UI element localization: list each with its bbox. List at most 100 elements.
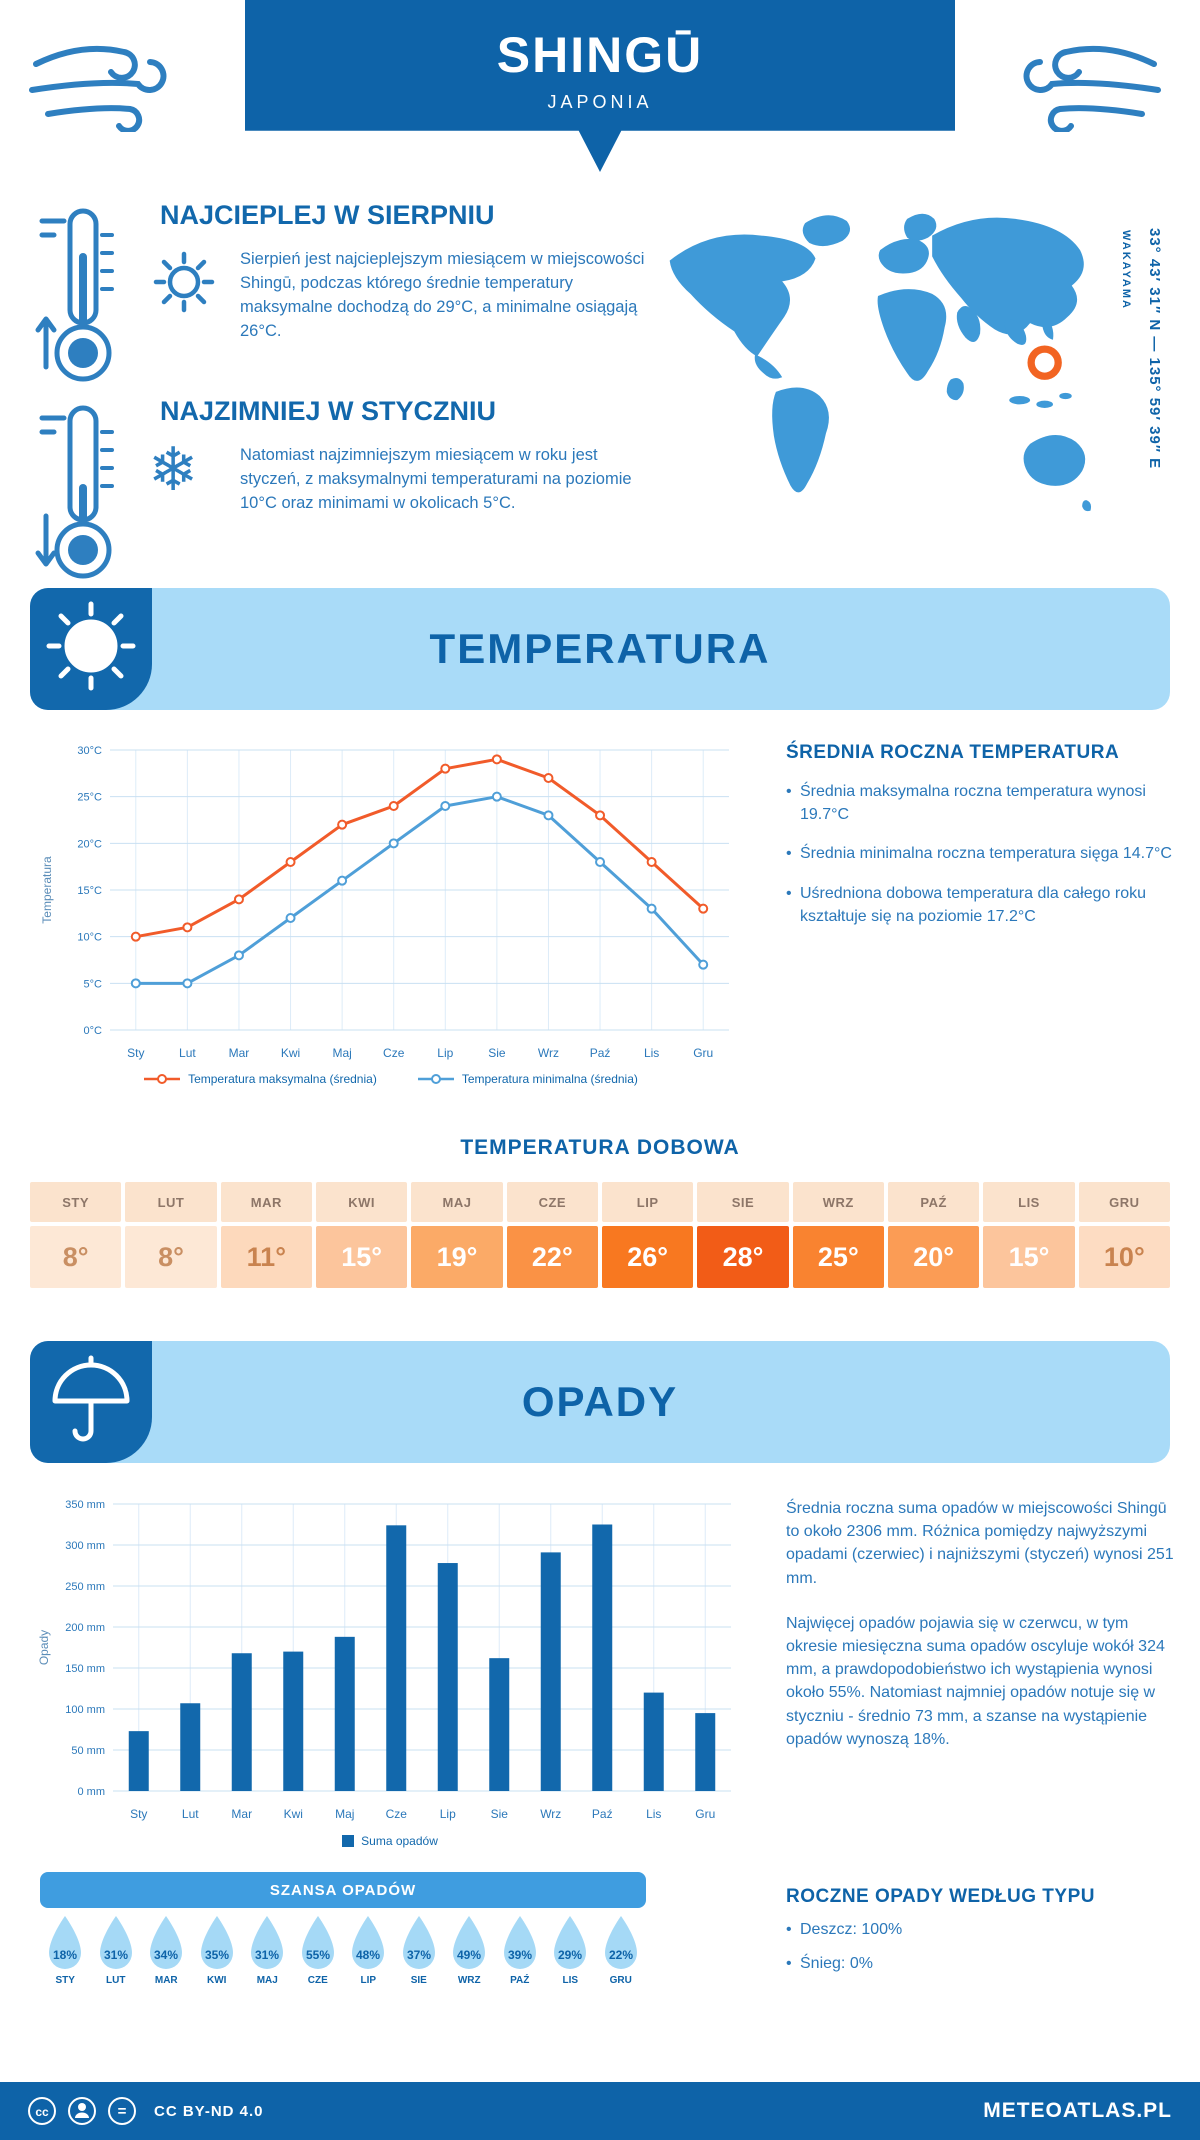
svg-text:31%: 31% bbox=[104, 1948, 128, 1962]
svg-text:35%: 35% bbox=[205, 1948, 229, 1962]
droplet-month-label: GRU bbox=[609, 1975, 632, 1986]
month-header-cell: LUT bbox=[125, 1182, 217, 1222]
legend-line-marker bbox=[417, 1074, 454, 1084]
sun-badge bbox=[30, 588, 152, 710]
droplet-cell: 39% PAŹ bbox=[495, 1914, 546, 1986]
svg-text:Gru: Gru bbox=[695, 1807, 715, 1821]
brand-label: METEOATLAS.PL bbox=[983, 2099, 1172, 2122]
svg-text:55%: 55% bbox=[306, 1948, 330, 1962]
raindrop-icon: 18% bbox=[49, 1916, 82, 1969]
sun-badge-icon bbox=[46, 601, 136, 691]
svg-text:Maj: Maj bbox=[332, 1046, 351, 1060]
svg-text:Sie: Sie bbox=[488, 1046, 506, 1060]
temperature-value-cell: 15° bbox=[316, 1226, 408, 1288]
world-map bbox=[669, 213, 1092, 512]
bullet-item: Uśredniona dobowa temperatura dla całego… bbox=[786, 883, 1174, 928]
droplet-cell: 35% KWI bbox=[192, 1914, 243, 1986]
droplet-cell: 55% CZE bbox=[293, 1914, 344, 1986]
snowflake-icon: ❄ bbox=[148, 436, 199, 503]
raindrop-icon: 37% bbox=[402, 1916, 435, 1969]
droplet-month-label: PAŹ bbox=[510, 1975, 530, 1986]
license-label: CC BY-ND 4.0 bbox=[154, 2102, 264, 2120]
svg-text:15°C: 15°C bbox=[77, 885, 102, 897]
svg-text:Kwi: Kwi bbox=[284, 1807, 303, 1821]
svg-text:5°C: 5°C bbox=[84, 978, 103, 990]
month-header-cell: STY bbox=[30, 1182, 122, 1222]
temperature-line-chart: Sty Lut Mar Kwi Maj Cze Lip Sie Wrz Paź Lis Gru 0°C 5… bbox=[40, 745, 729, 1060]
annual-temperature-bullets: Średnia maksymalna roczna temperatura wy… bbox=[786, 781, 1174, 929]
svg-text:37%: 37% bbox=[407, 1948, 431, 1962]
temperature-section-banner: TEMPERATURA bbox=[30, 588, 1170, 710]
svg-text:30°C: 30°C bbox=[77, 745, 102, 757]
svg-text:=: = bbox=[118, 2103, 127, 2120]
droplet-month-label: LUT bbox=[106, 1975, 126, 1986]
warm-month-text: Sierpień jest najcieplejszym miesiącem w… bbox=[240, 250, 645, 340]
precipitation-section-title: OPADY bbox=[521, 1378, 679, 1425]
region-label: WAKAYAMA bbox=[1120, 230, 1132, 310]
svg-text:Lut: Lut bbox=[179, 1046, 196, 1060]
temperature-value-cell: 10° bbox=[1078, 1226, 1170, 1288]
annual-temperature-panel: ŚREDNIA ROCZNA TEMPERATURA Średnia maksy… bbox=[786, 742, 1174, 929]
droplet-cell: 31% LUT bbox=[91, 1914, 142, 1986]
svg-text:Wrz: Wrz bbox=[540, 1807, 561, 1821]
raindrop-icon: 22% bbox=[604, 1916, 637, 1969]
raindrop-icon: 35% bbox=[200, 1916, 233, 1969]
svg-text:250 mm: 250 mm bbox=[65, 1581, 105, 1593]
temperature-value-cell: 26° bbox=[602, 1226, 694, 1288]
droplet-cell: 29% LIS bbox=[545, 1914, 596, 1986]
temperature-value-cell: 8° bbox=[30, 1226, 122, 1288]
precipitation-paragraph: Najwięcej opadów pojawia się w czerwcu, … bbox=[786, 1614, 1165, 1748]
warm-month-title: NAJCIEPLEJ W SIERPNIU bbox=[160, 200, 495, 230]
svg-text:Cze: Cze bbox=[386, 1807, 408, 1821]
cold-month-title: NAJZIMNIEJ W STYCZNIU bbox=[160, 396, 497, 426]
droplet-cell: 34% MAR bbox=[141, 1914, 192, 1986]
droplet-row: 18% STY 31% LUT 34% MAR 35% KWI 31% MAJ 55% CZE 48% L… bbox=[40, 1914, 646, 1986]
legend-label: Temperatura maksymalna (średnia) bbox=[188, 1072, 377, 1086]
svg-text:10°C: 10°C bbox=[77, 932, 102, 944]
month-header-cell: LIS bbox=[983, 1182, 1075, 1222]
svg-text:200 mm: 200 mm bbox=[65, 1622, 105, 1634]
temperature-value-cell: 8° bbox=[125, 1226, 217, 1288]
precipitation-types-bullets: Deszcz: 100% Śnieg: 0% bbox=[786, 1919, 1176, 1975]
droplet-cell: 37% SIE bbox=[394, 1914, 445, 1986]
svg-text:39%: 39% bbox=[508, 1948, 532, 1962]
temperature-value-cell: 28° bbox=[697, 1226, 789, 1288]
svg-text:0 mm: 0 mm bbox=[78, 1786, 106, 1798]
daily-temperature-heading: TEMPERATURA DOBOWA bbox=[460, 1136, 740, 1159]
svg-text:31%: 31% bbox=[255, 1948, 279, 1962]
svg-text:Lip: Lip bbox=[437, 1046, 453, 1060]
raindrop-icon: 31% bbox=[251, 1916, 284, 1969]
page-title: SHINGŪ bbox=[496, 27, 704, 83]
month-header-cell: CZE bbox=[506, 1182, 598, 1222]
legend-item: Temperatura minimalna (średnia) bbox=[417, 1072, 638, 1086]
svg-text:Maj: Maj bbox=[335, 1807, 354, 1821]
legend-label: Suma opadów bbox=[361, 1834, 438, 1848]
svg-text:150 mm: 150 mm bbox=[65, 1663, 105, 1675]
temperature-value-cell: 15° bbox=[983, 1226, 1075, 1288]
month-header-cell: GRU bbox=[1078, 1182, 1170, 1222]
svg-text:Paź: Paź bbox=[590, 1046, 611, 1060]
svg-text:Kwi: Kwi bbox=[281, 1046, 300, 1060]
month-header-cell: PAŹ bbox=[888, 1182, 980, 1222]
svg-text:Mar: Mar bbox=[229, 1046, 250, 1060]
umbrella-badge bbox=[30, 1341, 152, 1463]
svg-text:cc: cc bbox=[35, 2105, 49, 2119]
location-marker-icon bbox=[1027, 345, 1062, 380]
page-subtitle: JAPONIA bbox=[547, 92, 653, 112]
legend-item: Temperatura maksymalna (średnia) bbox=[143, 1072, 377, 1086]
header-banner: SHINGŪ JAPONIA bbox=[245, 0, 955, 172]
temperature-value-cell: 11° bbox=[220, 1226, 312, 1288]
raindrop-icon: 29% bbox=[554, 1916, 587, 1969]
droplet-month-label: CZE bbox=[307, 1975, 328, 1986]
legend-label: Temperatura minimalna (średnia) bbox=[461, 1072, 638, 1086]
wind-icon bbox=[29, 45, 167, 132]
svg-text:Sty: Sty bbox=[130, 1807, 147, 1821]
month-header-cell: MAR bbox=[220, 1182, 312, 1222]
svg-text:Lut: Lut bbox=[182, 1807, 199, 1821]
svg-text:48%: 48% bbox=[356, 1948, 380, 1962]
annual-temperature-heading: ŚREDNIA ROCZNA TEMPERATURA bbox=[786, 742, 1120, 763]
thermometer-warm-icon bbox=[35, 208, 114, 382]
svg-text:22%: 22% bbox=[609, 1948, 633, 1962]
thermometer-cold-icon bbox=[35, 405, 114, 579]
coordinates-label: 33° 43′ 31″ N — 135° 59′ 39″ E bbox=[1146, 228, 1163, 470]
